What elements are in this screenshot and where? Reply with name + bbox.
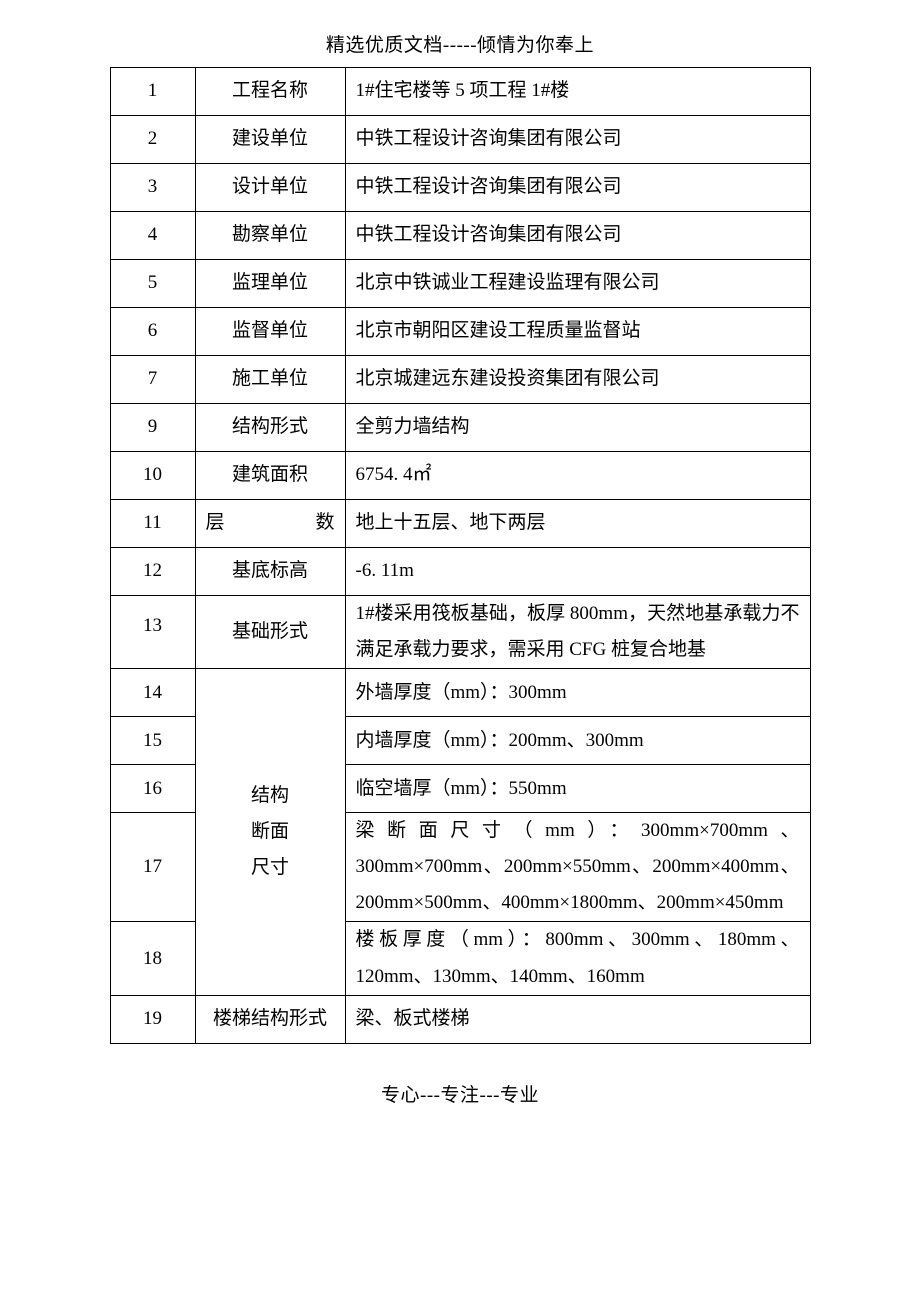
- cell-num: 18: [110, 922, 195, 995]
- table-row: 13 基础形式 1#楼采用筏板基础，板厚 800mm，天然地基承载力不满足承载力…: [110, 596, 810, 669]
- document-page: 精选优质文档-----倾情为你奉上 1 工程名称 1#住宅楼等 5 项工程 1#…: [0, 0, 920, 1147]
- table-row: 11 层 数 地上十五层、地下两层: [110, 500, 810, 548]
- cell-label: 监理单位: [195, 260, 345, 308]
- cell-value: -6. 11m: [345, 548, 810, 596]
- table-row: 19 楼梯结构形式 梁、板式楼梯: [110, 995, 810, 1043]
- cell-value: 北京城建远东建设投资集团有限公司: [345, 356, 810, 404]
- cell-value: 北京中铁诚业工程建设监理有限公司: [345, 260, 810, 308]
- cell-value: 外墙厚度（mm）：300mm: [345, 669, 810, 717]
- table-row: 3 设计单位 中铁工程设计咨询集团有限公司: [110, 164, 810, 212]
- cell-num: 4: [110, 212, 195, 260]
- cell-value: 地上十五层、地下两层: [345, 500, 810, 548]
- cell-value: 梁断面尺寸（mm）：300mm×700mm、300mm×700mm、200mm×…: [345, 813, 810, 922]
- cell-value: 中铁工程设计咨询集团有限公司: [345, 164, 810, 212]
- cell-value: 内墙厚度（mm）：200mm、300mm: [345, 717, 810, 765]
- cell-label: 基底标高: [195, 548, 345, 596]
- table-row: 4 勘察单位 中铁工程设计咨询集团有限公司: [110, 212, 810, 260]
- cell-num: 6: [110, 308, 195, 356]
- cell-value: 北京市朝阳区建设工程质量监督站: [345, 308, 810, 356]
- cell-num: 16: [110, 765, 195, 813]
- cell-value: 1#楼采用筏板基础，板厚 800mm，天然地基承载力不满足承载力要求，需采用 C…: [345, 596, 810, 669]
- table-row: 6 监督单位 北京市朝阳区建设工程质量监督站: [110, 308, 810, 356]
- cell-label: 结构形式: [195, 404, 345, 452]
- cell-label-merged: 结构 断面 尺寸: [195, 669, 345, 995]
- table-row: 5 监理单位 北京中铁诚业工程建设监理有限公司: [110, 260, 810, 308]
- cell-label: 施工单位: [195, 356, 345, 404]
- table-row: 12 基底标高 -6. 11m: [110, 548, 810, 596]
- cell-value: 中铁工程设计咨询集团有限公司: [345, 212, 810, 260]
- cell-num: 14: [110, 669, 195, 717]
- cell-num: 12: [110, 548, 195, 596]
- cell-value: 6754. 4㎡: [345, 452, 810, 500]
- cell-num: 5: [110, 260, 195, 308]
- cell-num: 17: [110, 813, 195, 922]
- cell-value: 全剪力墙结构: [345, 404, 810, 452]
- label-line: 结构: [206, 778, 335, 814]
- cell-num: 13: [110, 596, 195, 669]
- project-info-table: 1 工程名称 1#住宅楼等 5 项工程 1#楼 2 建设单位 中铁工程设计咨询集…: [110, 67, 811, 1044]
- page-footer: 专心---专注---专业: [0, 1080, 920, 1107]
- table-row: 9 结构形式 全剪力墙结构: [110, 404, 810, 452]
- cell-num: 3: [110, 164, 195, 212]
- cell-label: 建筑面积: [195, 452, 345, 500]
- cell-num: 11: [110, 500, 195, 548]
- label-line: 断面: [206, 814, 335, 850]
- cell-label: 勘察单位: [195, 212, 345, 260]
- cell-label: 楼梯结构形式: [195, 995, 345, 1043]
- cell-num: 7: [110, 356, 195, 404]
- table-row: 1 工程名称 1#住宅楼等 5 项工程 1#楼: [110, 68, 810, 116]
- cell-label: 设计单位: [195, 164, 345, 212]
- cell-num: 9: [110, 404, 195, 452]
- cell-label: 层 数: [195, 500, 345, 548]
- cell-value: 楼板厚度（mm）：800mm、300mm、180mm、120mm、130mm、1…: [345, 922, 810, 995]
- cell-num: 15: [110, 717, 195, 765]
- cell-num: 19: [110, 995, 195, 1043]
- table-row: 14 结构 断面 尺寸 外墙厚度（mm）：300mm: [110, 669, 810, 717]
- cell-value: 临空墙厚（mm）：550mm: [345, 765, 810, 813]
- cell-label: 工程名称: [195, 68, 345, 116]
- cell-num: 10: [110, 452, 195, 500]
- label-line: 尺寸: [206, 850, 335, 886]
- cell-label: 基础形式: [195, 596, 345, 669]
- cell-label: 建设单位: [195, 116, 345, 164]
- page-header: 精选优质文档-----倾情为你奉上: [0, 30, 920, 57]
- table-row: 7 施工单位 北京城建远东建设投资集团有限公司: [110, 356, 810, 404]
- table-row: 2 建设单位 中铁工程设计咨询集团有限公司: [110, 116, 810, 164]
- cell-value: 梁、板式楼梯: [345, 995, 810, 1043]
- cell-value: 中铁工程设计咨询集团有限公司: [345, 116, 810, 164]
- cell-num: 2: [110, 116, 195, 164]
- cell-label: 监督单位: [195, 308, 345, 356]
- cell-num: 1: [110, 68, 195, 116]
- table-row: 10 建筑面积 6754. 4㎡: [110, 452, 810, 500]
- cell-value: 1#住宅楼等 5 项工程 1#楼: [345, 68, 810, 116]
